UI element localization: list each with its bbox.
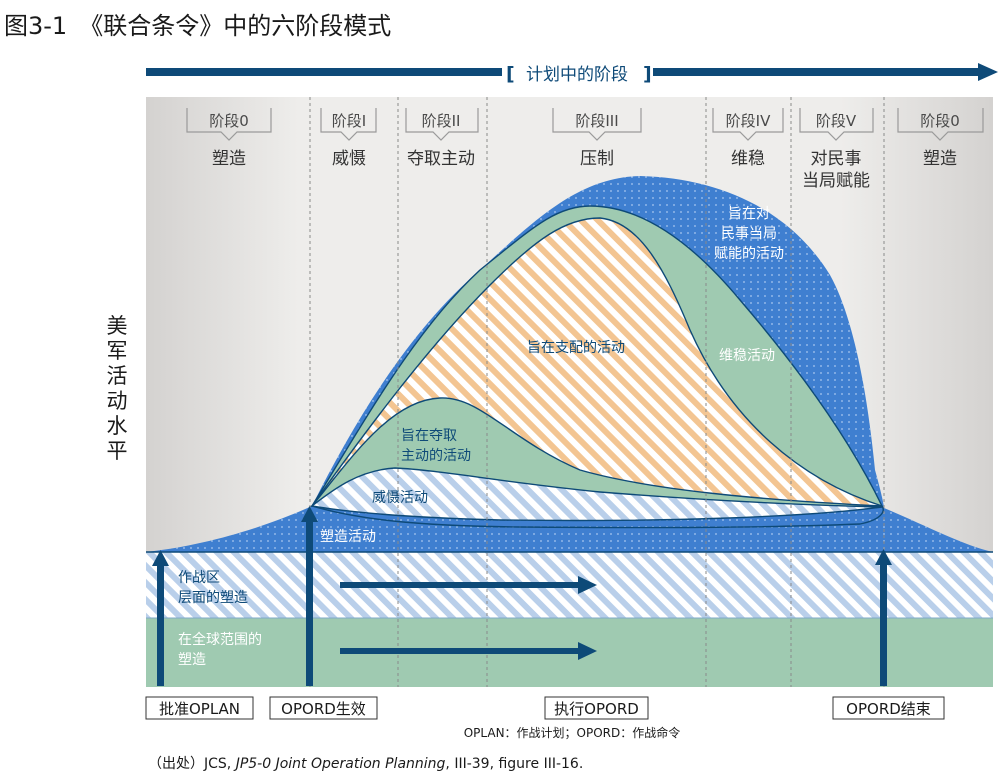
abbreviation-note: OPLAN：作战计划；OPORD：作战命令 bbox=[464, 725, 681, 740]
svg-text:动: 动 bbox=[107, 389, 128, 413]
svg-text:阶段0: 阶段0 bbox=[920, 112, 960, 130]
svg-text:阶段IV: 阶段IV bbox=[726, 112, 771, 130]
svg-text:活: 活 bbox=[107, 364, 128, 388]
theater-shaping-label: 作战区 层面的塑造 bbox=[178, 570, 248, 606]
band-arrows bbox=[340, 576, 597, 660]
svg-text:批准OPLAN: 批准OPLAN bbox=[159, 700, 240, 718]
svg-text:[: [ bbox=[506, 63, 515, 85]
svg-text:OPORD结束: OPORD结束 bbox=[846, 700, 931, 718]
svg-text:阶段I: 阶段I bbox=[332, 112, 366, 130]
svg-text:维稳: 维稳 bbox=[731, 149, 765, 169]
svg-text:主动的活动: 主动的活动 bbox=[401, 448, 471, 464]
svg-text:阶段0: 阶段0 bbox=[209, 112, 249, 130]
svg-text:平: 平 bbox=[107, 439, 128, 463]
svg-text:阶段V: 阶段V bbox=[816, 112, 857, 130]
svg-text:层面的塑造: 层面的塑造 bbox=[178, 590, 248, 606]
phase-0-end: 阶段0 塑造 bbox=[920, 112, 960, 169]
shape-activity-outline bbox=[311, 505, 884, 529]
stabilize-activity-label: 维稳活动 bbox=[719, 348, 775, 364]
civil-activity-label: 旨在对 民事当局 赋能的活动 bbox=[714, 206, 784, 262]
svg-text:压制: 压制 bbox=[580, 149, 614, 169]
svg-text:阶段II: 阶段II bbox=[422, 112, 461, 130]
svg-text:军: 军 bbox=[107, 339, 128, 363]
svg-text:塑造: 塑造 bbox=[178, 652, 206, 668]
milestone-execute-opord: 执行OPORD bbox=[544, 696, 649, 720]
phase-3: 阶段III 压制 bbox=[575, 112, 618, 169]
svg-text:旨在对: 旨在对 bbox=[728, 206, 770, 222]
svg-text:民事当局: 民事当局 bbox=[721, 226, 777, 242]
dominate-activity-label: 旨在支配的活动 bbox=[527, 340, 625, 356]
svg-text:对民事: 对民事 bbox=[811, 149, 862, 169]
y-axis-label: 美 军 活 动 水 平 bbox=[107, 314, 128, 463]
svg-text:塑造: 塑造 bbox=[212, 149, 246, 169]
shape-activity-label: 塑造活动 bbox=[320, 529, 376, 545]
deter-activity-label: 威慑活动 bbox=[372, 489, 428, 506]
global-shaping-label: 在全球范围的 塑造 bbox=[178, 631, 262, 668]
svg-text:美: 美 bbox=[107, 314, 128, 338]
seize-activity-label: 旨在夺取 主动的活动 bbox=[401, 428, 471, 464]
svg-text:]: ] bbox=[643, 63, 652, 85]
milestone-opord-effective: OPORD生效 bbox=[269, 696, 378, 720]
svg-text:当局赋能: 当局赋能 bbox=[802, 171, 870, 191]
milestone-approve-oplan: 批准OPLAN bbox=[145, 696, 254, 720]
svg-text:在全球范围的: 在全球范围的 bbox=[178, 631, 262, 648]
figure-title: 图3-1 《联合条令》中的六阶段模式 bbox=[4, 12, 391, 40]
svg-text:赋能的活动: 赋能的活动 bbox=[714, 246, 784, 262]
svg-text:水: 水 bbox=[107, 414, 128, 438]
svg-text:夺取主动: 夺取主动 bbox=[407, 149, 475, 169]
plan-phase-arrow: [ ] 计划中的阶段 bbox=[146, 59, 998, 85]
milestone-arrows bbox=[152, 506, 892, 686]
milestone-opord-end: OPORD结束 bbox=[832, 696, 945, 720]
svg-text:执行OPORD: 执行OPORD bbox=[554, 700, 639, 718]
phase-2: 阶段II 夺取主动 bbox=[407, 112, 475, 169]
phase-headers bbox=[186, 108, 984, 141]
svg-text:阶段III: 阶段III bbox=[575, 112, 618, 130]
phase-dividers bbox=[309, 97, 885, 687]
phase-4: 阶段IV 维稳 bbox=[726, 112, 771, 169]
plan-phase-label: 计划中的阶段 bbox=[526, 65, 628, 85]
svg-text:作战区: 作战区 bbox=[178, 570, 220, 586]
phase-1: 阶段I 威慑 bbox=[332, 112, 366, 169]
svg-text:塑造: 塑造 bbox=[923, 149, 957, 169]
phase-5: 阶段V 对民事 当局赋能 bbox=[802, 112, 870, 191]
phase-0-start: 阶段0 塑造 bbox=[209, 112, 249, 169]
svg-text:威慑: 威慑 bbox=[332, 149, 366, 169]
deter-activity-area bbox=[310, 467, 883, 522]
svg-text:OPORD生效: OPORD生效 bbox=[281, 700, 366, 718]
svg-text:旨在夺取: 旨在夺取 bbox=[401, 428, 457, 444]
source-note: （出处）JCS, JP5-0 Joint Operation Planning,… bbox=[148, 756, 583, 772]
